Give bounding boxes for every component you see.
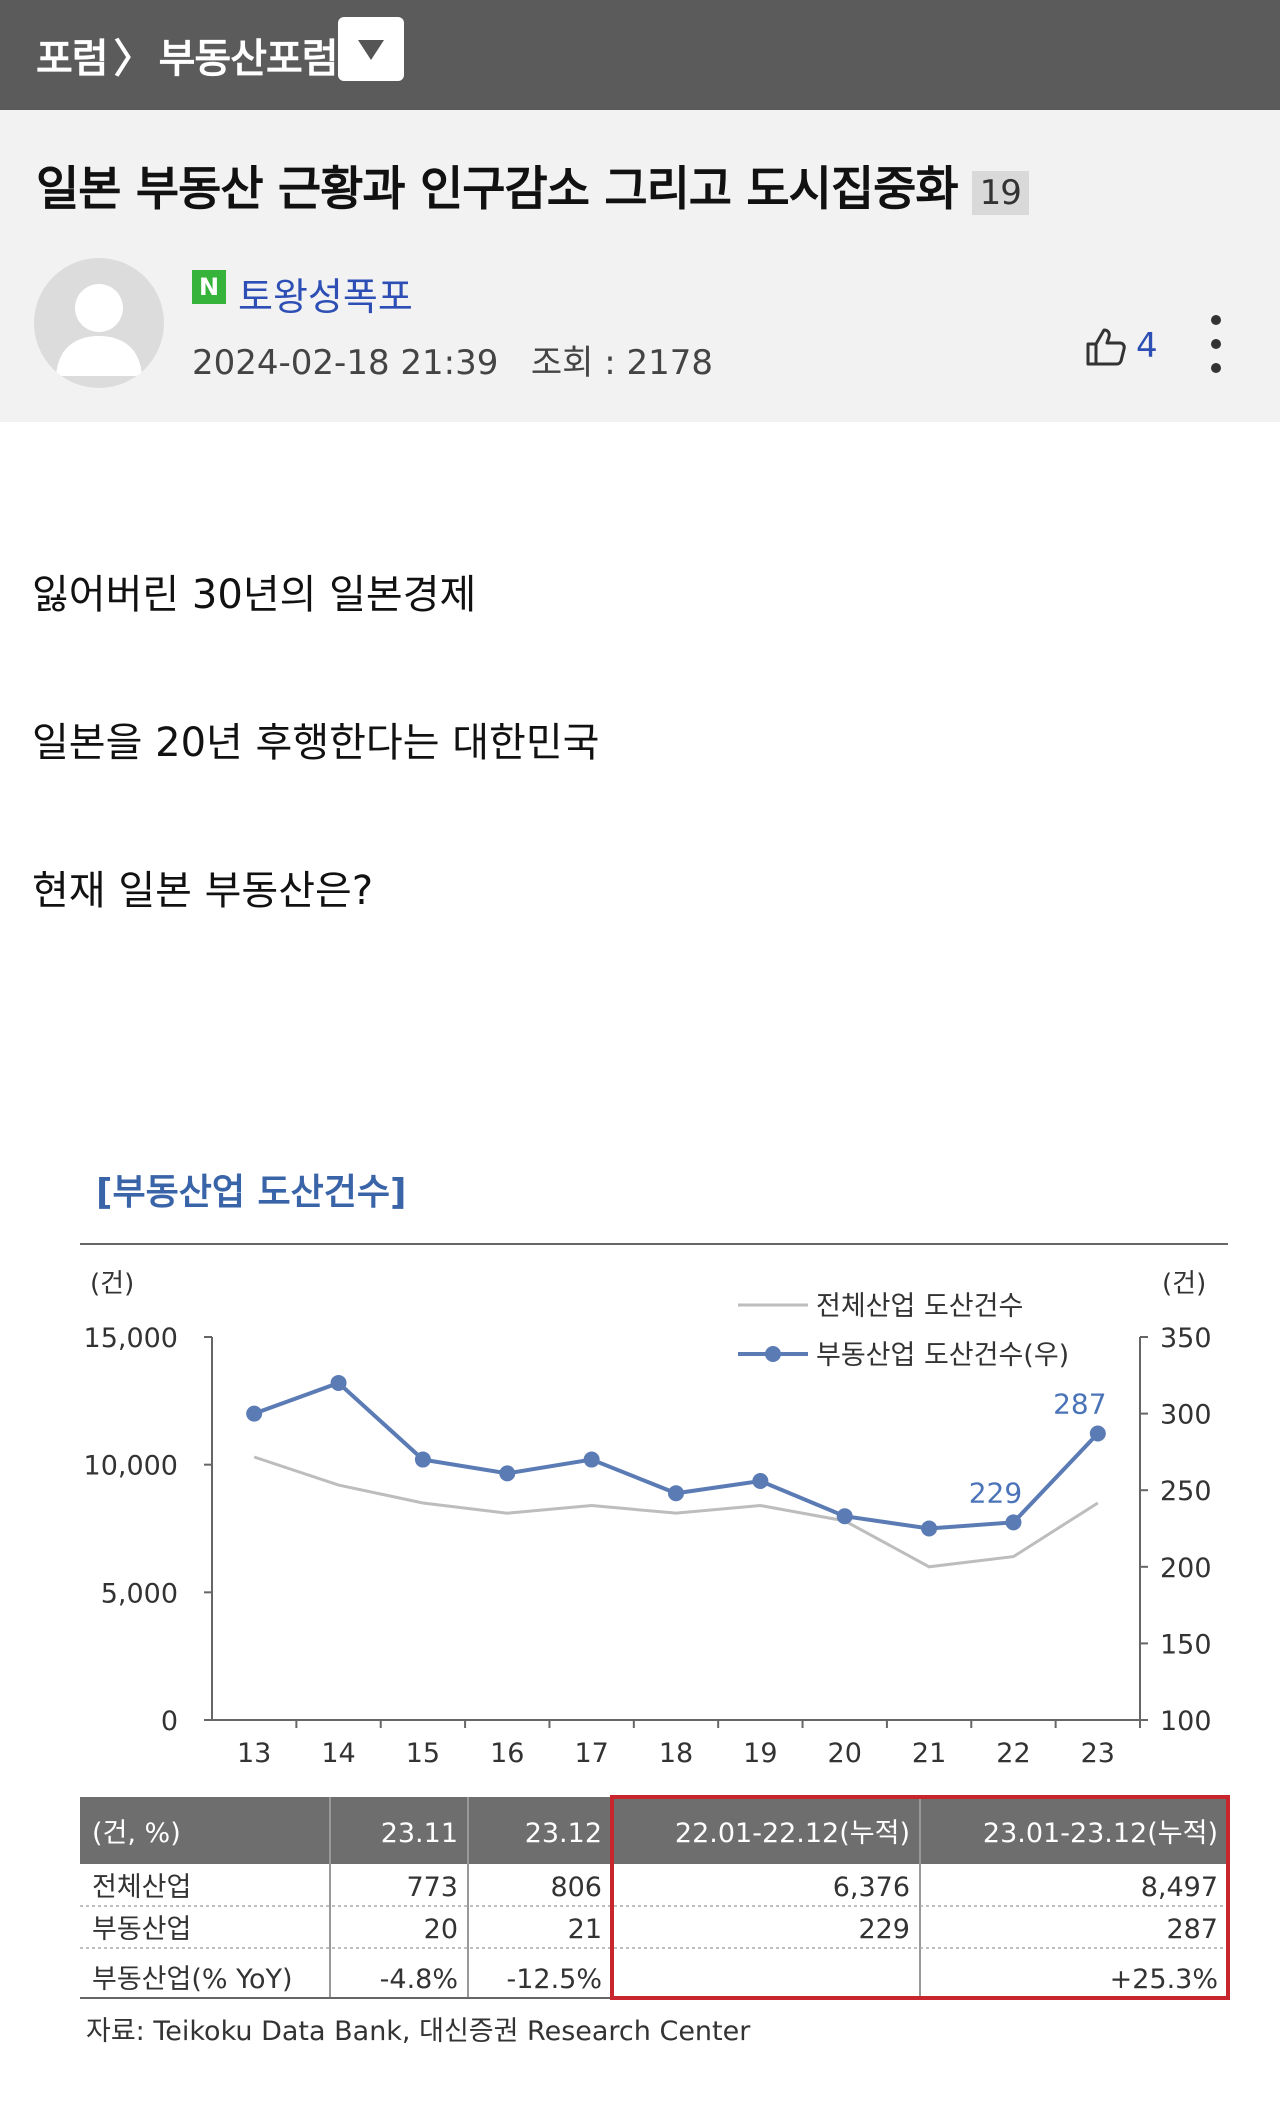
right-tick-label: 350 <box>1160 1323 1212 1354</box>
thumbs-up-icon <box>1086 328 1126 366</box>
legend-total-label: 전체산업 도산건수 <box>816 1291 1023 1322</box>
breadcrumb-board[interactable]: 부동산포럼 <box>158 36 339 82</box>
table-header-bg <box>80 1797 1228 1864</box>
table-header-cell: 23.11 <box>381 1818 458 1849</box>
author-name[interactable]: 토왕성폭포 <box>238 275 413 319</box>
post-title-text: 일본 부동산 근황과 인구감소 그리고 도시집중화 <box>36 162 959 217</box>
table-cell: 229 <box>858 1914 910 1945</box>
triangle-down-icon <box>358 40 384 60</box>
like-count: 4 <box>1136 326 1158 366</box>
data-label: 287 <box>1053 1388 1106 1421</box>
table-header-cell: 23.12 <box>525 1818 602 1849</box>
series-total-line <box>253 1455 1099 1569</box>
table-cell: +25.3% <box>1110 1964 1218 1995</box>
post-header: 일본 부동산 근황과 인구감소 그리고 도시집중화 19 N 토왕성폭포 2024… <box>0 110 1280 422</box>
series-realestate-point <box>499 1465 516 1482</box>
x-tick-label: 16 <box>490 1738 524 1769</box>
table-cell: 8,497 <box>1141 1872 1218 1903</box>
chart-title: [부동산업 도산건수] <box>96 1172 406 1213</box>
right-tick-label: 250 <box>1160 1476 1212 1507</box>
table-header-cell: 23.01-23.12(누적) <box>983 1818 1218 1849</box>
series-realestate-point <box>583 1451 600 1468</box>
breadcrumb: 포럼 〉 부동산포럼 <box>36 26 344 84</box>
paragraph-2: 일본을 20년 후행한다는 대한민국 <box>32 720 600 766</box>
table-cell: 773 <box>406 1872 458 1903</box>
series-realestate-point <box>414 1451 431 1468</box>
series-realestate-point <box>752 1473 769 1490</box>
right-tick-label: 200 <box>1160 1553 1212 1584</box>
left-tick-label: 10,000 <box>84 1451 178 1482</box>
x-tick-label: 15 <box>406 1738 440 1769</box>
post-datetime: 2024-02-18 21:39 <box>192 343 499 383</box>
table-cell: 부동산업(% YoY) <box>92 1964 293 1995</box>
right-axis-unit: (건) <box>1162 1269 1206 1299</box>
right-tick-label: 300 <box>1160 1400 1212 1431</box>
default-user-icon <box>56 284 142 376</box>
left-tick-label: 5,000 <box>101 1578 178 1609</box>
like-button[interactable]: 4 <box>1084 324 1158 368</box>
table-cell: 21 <box>568 1914 602 1945</box>
left-tick-label: 0 <box>161 1706 178 1737</box>
legend-realestate-label: 부동산업 도산건수(우) <box>816 1340 1069 1371</box>
paragraph-1: 잃어버린 30년의 일본경제 <box>32 572 477 618</box>
series-realestate-point <box>668 1485 684 1502</box>
table-cell: 6,376 <box>833 1872 910 1903</box>
series-realestate-point <box>1005 1514 1022 1531</box>
breadcrumb-forum[interactable]: 포럼 <box>36 36 109 82</box>
paragraph-3: 현재 일본 부동산은? <box>32 868 374 914</box>
avatar[interactable] <box>34 258 164 388</box>
chart-source: 자료: Teikoku Data Bank, 대신증권 Research Cen… <box>86 2016 751 2047</box>
x-tick-label: 19 <box>743 1738 777 1769</box>
x-tick-label: 13 <box>237 1738 271 1769</box>
top-bar: 포럼 〉 부동산포럼 <box>0 0 1280 110</box>
bankruptcy-chart: [부동산업 도산건수] (건) (건) 15,000 10,000 5,000 0 350 30… <box>80 1172 1230 2047</box>
table-cell: 부동산업 <box>92 1914 191 1945</box>
table-cell: 806 <box>550 1872 602 1903</box>
series-realestate-point <box>836 1508 853 1525</box>
x-tick-label: 18 <box>659 1738 693 1769</box>
x-tick-label: 21 <box>912 1738 946 1769</box>
right-tick-label: 150 <box>1160 1629 1212 1660</box>
table-cell: -12.5% <box>506 1964 602 1995</box>
right-tick-label: 100 <box>1160 1706 1212 1737</box>
x-tick-label: 22 <box>996 1738 1030 1769</box>
vertical-dots-icon[interactable] <box>1200 310 1232 380</box>
table-cell: 20 <box>424 1914 458 1945</box>
table-cell: 전체산업 <box>92 1872 191 1903</box>
x-tick-label: 23 <box>1081 1738 1115 1769</box>
series-realestate-point <box>246 1405 263 1422</box>
post-views: 조회 : 2178 <box>530 343 713 383</box>
new-badge: N <box>192 270 226 304</box>
post-meta: 2024-02-18 21:39 조회 : 2178 <box>192 335 713 384</box>
comment-count-badge[interactable]: 19 <box>971 170 1029 215</box>
series-realestate-point <box>921 1520 938 1537</box>
breadcrumb-separator: 〉 <box>113 36 154 82</box>
x-tick-label: 17 <box>574 1738 608 1769</box>
post-title: 일본 부동산 근황과 인구감소 그리고 도시집중화 19 <box>36 150 1029 219</box>
board-dropdown-button[interactable] <box>338 17 404 81</box>
table-highlight-box <box>610 1795 1230 2000</box>
series-realestate-point <box>1089 1425 1106 1442</box>
legend-realestate-marker <box>765 1346 781 1362</box>
table-header-cell: (건, %) <box>92 1818 181 1849</box>
left-axis-unit: (건) <box>90 1269 134 1299</box>
table-header-cell: 22.01-22.12(누적) <box>675 1818 910 1849</box>
table-cell: 287 <box>1166 1914 1218 1945</box>
series-realestate-point <box>330 1374 347 1391</box>
table-cell: -4.8% <box>380 1964 458 1995</box>
data-label: 229 <box>969 1476 1022 1509</box>
x-tick-label: 20 <box>828 1738 862 1769</box>
left-tick-label: 15,000 <box>84 1323 178 1354</box>
x-tick-label: 14 <box>321 1738 355 1769</box>
